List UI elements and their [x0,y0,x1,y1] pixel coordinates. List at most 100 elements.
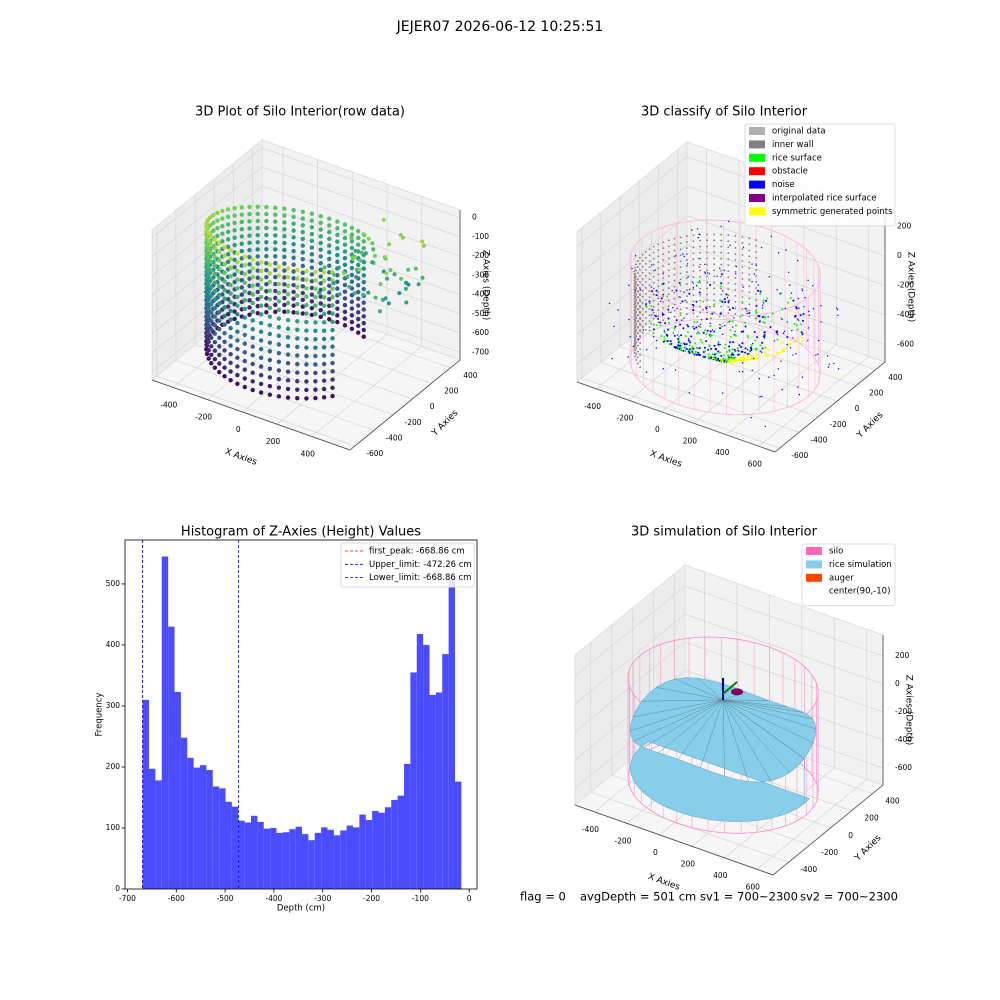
point [247,276,252,281]
point [217,266,222,272]
point [222,313,227,319]
grid-line [261,243,461,315]
z-axis-label: Z Axies (Depth) [481,250,491,321]
point [300,236,305,242]
point [662,259,665,262]
point [748,273,751,276]
point [264,260,269,266]
point [699,269,702,272]
point [633,285,636,288]
y-tick-label: 200 [864,814,879,823]
point [637,362,639,365]
z-tick-label: -400 [897,310,914,319]
point [667,275,670,278]
point [309,285,315,291]
point [741,254,744,256]
point [318,254,323,259]
y-tick-label: -600 [791,451,808,460]
grid-line [693,333,805,424]
point [258,390,264,395]
point [335,232,340,238]
bar [359,814,366,889]
point [755,293,758,295]
point [267,349,273,354]
point [713,251,716,254]
point [267,314,273,319]
point [327,303,332,309]
point [282,213,287,218]
point [692,240,695,243]
point [740,330,743,333]
point [295,396,300,401]
point [209,352,214,357]
point [300,297,305,303]
point [321,378,327,383]
point [652,251,655,254]
point [309,279,315,284]
point [217,335,222,340]
axis-line [576,381,776,453]
point [755,245,758,247]
point [644,281,647,283]
point [361,239,366,244]
point [222,374,227,379]
point [321,395,327,400]
point [360,292,365,297]
point [682,253,684,255]
point [742,359,745,362]
point [239,219,244,225]
point [714,356,717,359]
point [635,305,638,307]
point [273,212,278,217]
mesh-line [723,699,813,719]
point [644,257,647,259]
y-tick-label: 0 [115,884,120,893]
point [212,339,218,345]
axis-line [774,361,886,453]
point [679,254,682,257]
point [285,274,291,280]
point [719,299,722,302]
z-tick-label: -200 [472,251,489,260]
point [295,378,300,384]
grid-line [261,166,461,238]
grid-line [311,346,423,437]
bar [276,832,283,889]
point [637,308,639,311]
point [613,325,615,328]
point [637,320,639,323]
point [761,395,763,398]
point [242,367,247,372]
point [212,271,218,277]
point [705,306,707,309]
point [713,233,716,236]
point [803,305,805,308]
point [327,236,332,242]
point [713,281,716,284]
point [743,354,746,357]
point [686,324,688,326]
point [255,232,260,238]
point [692,252,695,255]
y-tick-label: 100 [106,823,121,832]
point [679,236,682,239]
point [285,283,291,288]
bar [435,692,443,889]
point [321,303,327,308]
point [217,352,222,358]
point [264,225,269,231]
mesh-line [697,678,724,701]
point [239,227,244,232]
point [321,345,327,350]
point [633,273,636,276]
point [637,302,639,305]
point [330,303,335,308]
point [228,291,233,296]
point [673,243,676,246]
point [209,234,214,239]
point [217,249,222,255]
point [652,299,655,302]
point [330,385,335,391]
point [723,360,726,363]
point [642,329,645,331]
